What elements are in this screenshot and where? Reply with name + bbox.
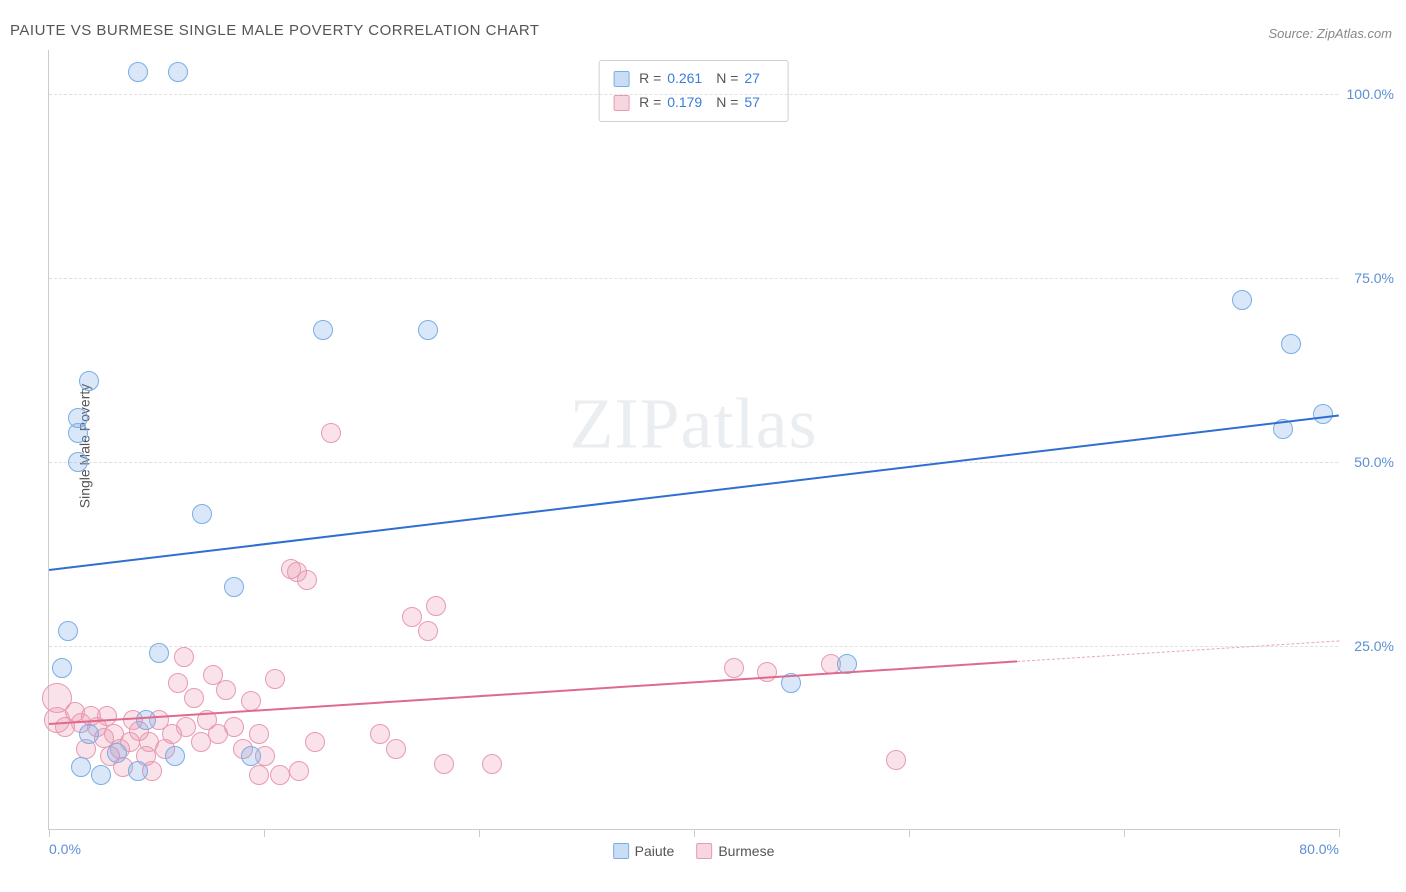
- series-legend: Paiute Burmese: [613, 843, 775, 859]
- data-point: [174, 647, 194, 667]
- data-point: [249, 724, 269, 744]
- data-point: [192, 504, 212, 524]
- y-tick-label: 100.0%: [1347, 86, 1394, 102]
- legend-item: Paiute: [613, 843, 675, 859]
- y-tick-label: 75.0%: [1354, 270, 1394, 286]
- gridline: [49, 278, 1338, 279]
- watermark-zip: ZIP: [570, 383, 681, 463]
- data-point: [270, 765, 290, 785]
- data-point: [97, 706, 117, 726]
- data-point: [418, 621, 438, 641]
- x-tick: [1124, 829, 1125, 837]
- x-tick-label: 0.0%: [49, 841, 81, 857]
- data-point: [249, 765, 269, 785]
- data-point: [402, 607, 422, 627]
- data-point: [168, 62, 188, 82]
- data-point: [58, 621, 78, 641]
- data-point: [321, 423, 341, 443]
- legend-swatch: [613, 843, 629, 859]
- x-tick: [909, 829, 910, 837]
- data-point: [313, 320, 333, 340]
- data-point: [71, 757, 91, 777]
- data-point: [241, 746, 261, 766]
- data-point: [224, 577, 244, 597]
- legend-swatch: [613, 95, 629, 111]
- data-point: [52, 658, 72, 678]
- data-point: [305, 732, 325, 752]
- data-point: [886, 750, 906, 770]
- x-tick: [694, 829, 695, 837]
- data-point: [79, 724, 99, 744]
- data-point: [1313, 404, 1333, 424]
- data-point: [184, 688, 204, 708]
- gridline: [49, 94, 1338, 95]
- legend-label: Burmese: [718, 843, 774, 859]
- y-tick-label: 25.0%: [1354, 638, 1394, 654]
- regression-line: [49, 414, 1339, 571]
- y-tick-label: 50.0%: [1354, 454, 1394, 470]
- data-point: [386, 739, 406, 759]
- data-point: [224, 717, 244, 737]
- x-tick: [264, 829, 265, 837]
- correlation-legend: R = 0.261N = 27R = 0.179N = 57: [598, 60, 789, 122]
- data-point: [79, 371, 99, 391]
- data-point: [136, 710, 156, 730]
- data-point: [426, 596, 446, 616]
- data-point: [265, 669, 285, 689]
- legend-stat: R = 0.261N = 27: [639, 67, 774, 91]
- data-point: [289, 761, 309, 781]
- data-point: [418, 320, 438, 340]
- legend-label: Paiute: [635, 843, 675, 859]
- data-point: [68, 423, 88, 443]
- legend-row: R = 0.261N = 27: [613, 67, 774, 91]
- x-tick: [479, 829, 480, 837]
- data-point: [91, 765, 111, 785]
- data-point: [724, 658, 744, 678]
- x-tick: [49, 829, 50, 837]
- legend-swatch: [613, 71, 629, 87]
- x-tick-label: 80.0%: [1299, 841, 1339, 857]
- data-point: [68, 452, 88, 472]
- watermark-atlas: atlas: [681, 383, 818, 463]
- source-label: Source: ZipAtlas.com: [1268, 26, 1392, 41]
- plot-area: ZIPatlas R = 0.261N = 27R = 0.179N = 57 …: [48, 50, 1338, 830]
- data-point: [241, 691, 261, 711]
- data-point: [482, 754, 502, 774]
- data-point: [434, 754, 454, 774]
- legend-swatch: [696, 843, 712, 859]
- data-point: [128, 761, 148, 781]
- data-point: [128, 62, 148, 82]
- x-tick: [1339, 829, 1340, 837]
- data-point: [107, 743, 127, 763]
- regression-line: [1016, 640, 1339, 662]
- data-point: [216, 680, 236, 700]
- legend-item: Burmese: [696, 843, 774, 859]
- data-point: [165, 746, 185, 766]
- gridline: [49, 646, 1338, 647]
- watermark: ZIPatlas: [570, 382, 818, 465]
- data-point: [1232, 290, 1252, 310]
- data-point: [297, 570, 317, 590]
- data-point: [149, 643, 169, 663]
- data-point: [168, 673, 188, 693]
- data-point: [1281, 334, 1301, 354]
- chart-title: PAIUTE VS BURMESE SINGLE MALE POVERTY CO…: [10, 22, 540, 39]
- data-point: [370, 724, 390, 744]
- gridline: [49, 462, 1338, 463]
